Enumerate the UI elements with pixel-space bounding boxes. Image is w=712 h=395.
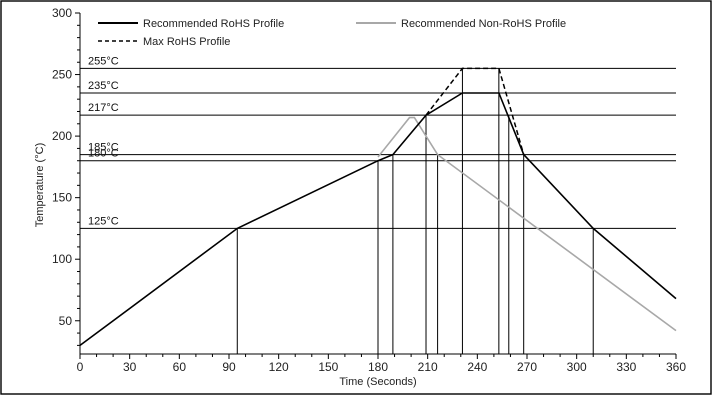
y-axis-ticks: 50 100 150 200 250 300 bbox=[52, 6, 80, 346]
y-tick-label-150: 150 bbox=[52, 191, 72, 205]
series-line-recommended-non-rohs-profile bbox=[377, 116, 677, 332]
legend-label-max-rohs: Max RoHS Profile bbox=[143, 36, 230, 48]
x-tick-label-0: 0 bbox=[77, 360, 84, 374]
x-tick-label-300: 300 bbox=[567, 360, 587, 374]
series-line-max-rohs-profile bbox=[425, 67, 525, 155]
reference-label-125: 125°C bbox=[88, 215, 119, 227]
series-group bbox=[79, 67, 677, 347]
legend-label-rohs: Recommended RoHS Profile bbox=[143, 18, 284, 30]
x-tick-label-30: 30 bbox=[123, 360, 137, 374]
series-line-recommended-rohs-profile bbox=[79, 92, 677, 347]
reference-label-217: 217°C bbox=[88, 102, 119, 114]
x-tick-label-240: 240 bbox=[467, 360, 487, 374]
x-tick-label-150: 150 bbox=[318, 360, 338, 374]
x-tick-label-210: 210 bbox=[418, 360, 438, 374]
y-tick-label-50: 50 bbox=[59, 314, 73, 328]
x-tick-label-330: 330 bbox=[616, 360, 636, 374]
vertical-markers bbox=[236, 68, 594, 354]
legend-label-non-rohs: Recommended Non-RoHS Profile bbox=[401, 18, 566, 30]
reference-label-235: 235°C bbox=[88, 80, 119, 92]
x-tick-label-270: 270 bbox=[517, 360, 537, 374]
x-tick-label-180: 180 bbox=[368, 360, 388, 374]
y-tick-label-100: 100 bbox=[52, 252, 72, 266]
x-axis-title: Time (Seconds) bbox=[339, 376, 416, 388]
y-axis-title: Temperature (°C) bbox=[34, 143, 46, 227]
y-tick-label-200: 200 bbox=[52, 129, 72, 143]
y-tick-label-300: 300 bbox=[52, 6, 72, 20]
x-tick-label-90: 90 bbox=[222, 360, 236, 374]
reference-label-180: 180°C bbox=[88, 148, 119, 160]
reference-label-185: 185°C bbox=[88, 142, 119, 154]
reference-label-255: 255°C bbox=[88, 55, 119, 67]
legend: Recommended RoHS Profile Recommended Non… bbox=[98, 18, 566, 48]
x-tick-label-120: 120 bbox=[269, 360, 289, 374]
x-tick-label-60: 60 bbox=[173, 360, 187, 374]
x-tick-label-360: 360 bbox=[666, 360, 686, 374]
x-axis-ticks: 0 30 60 90 120 150 180 210 240 270 300 330 360 bbox=[77, 354, 686, 374]
y-tick-label-250: 250 bbox=[52, 68, 72, 82]
